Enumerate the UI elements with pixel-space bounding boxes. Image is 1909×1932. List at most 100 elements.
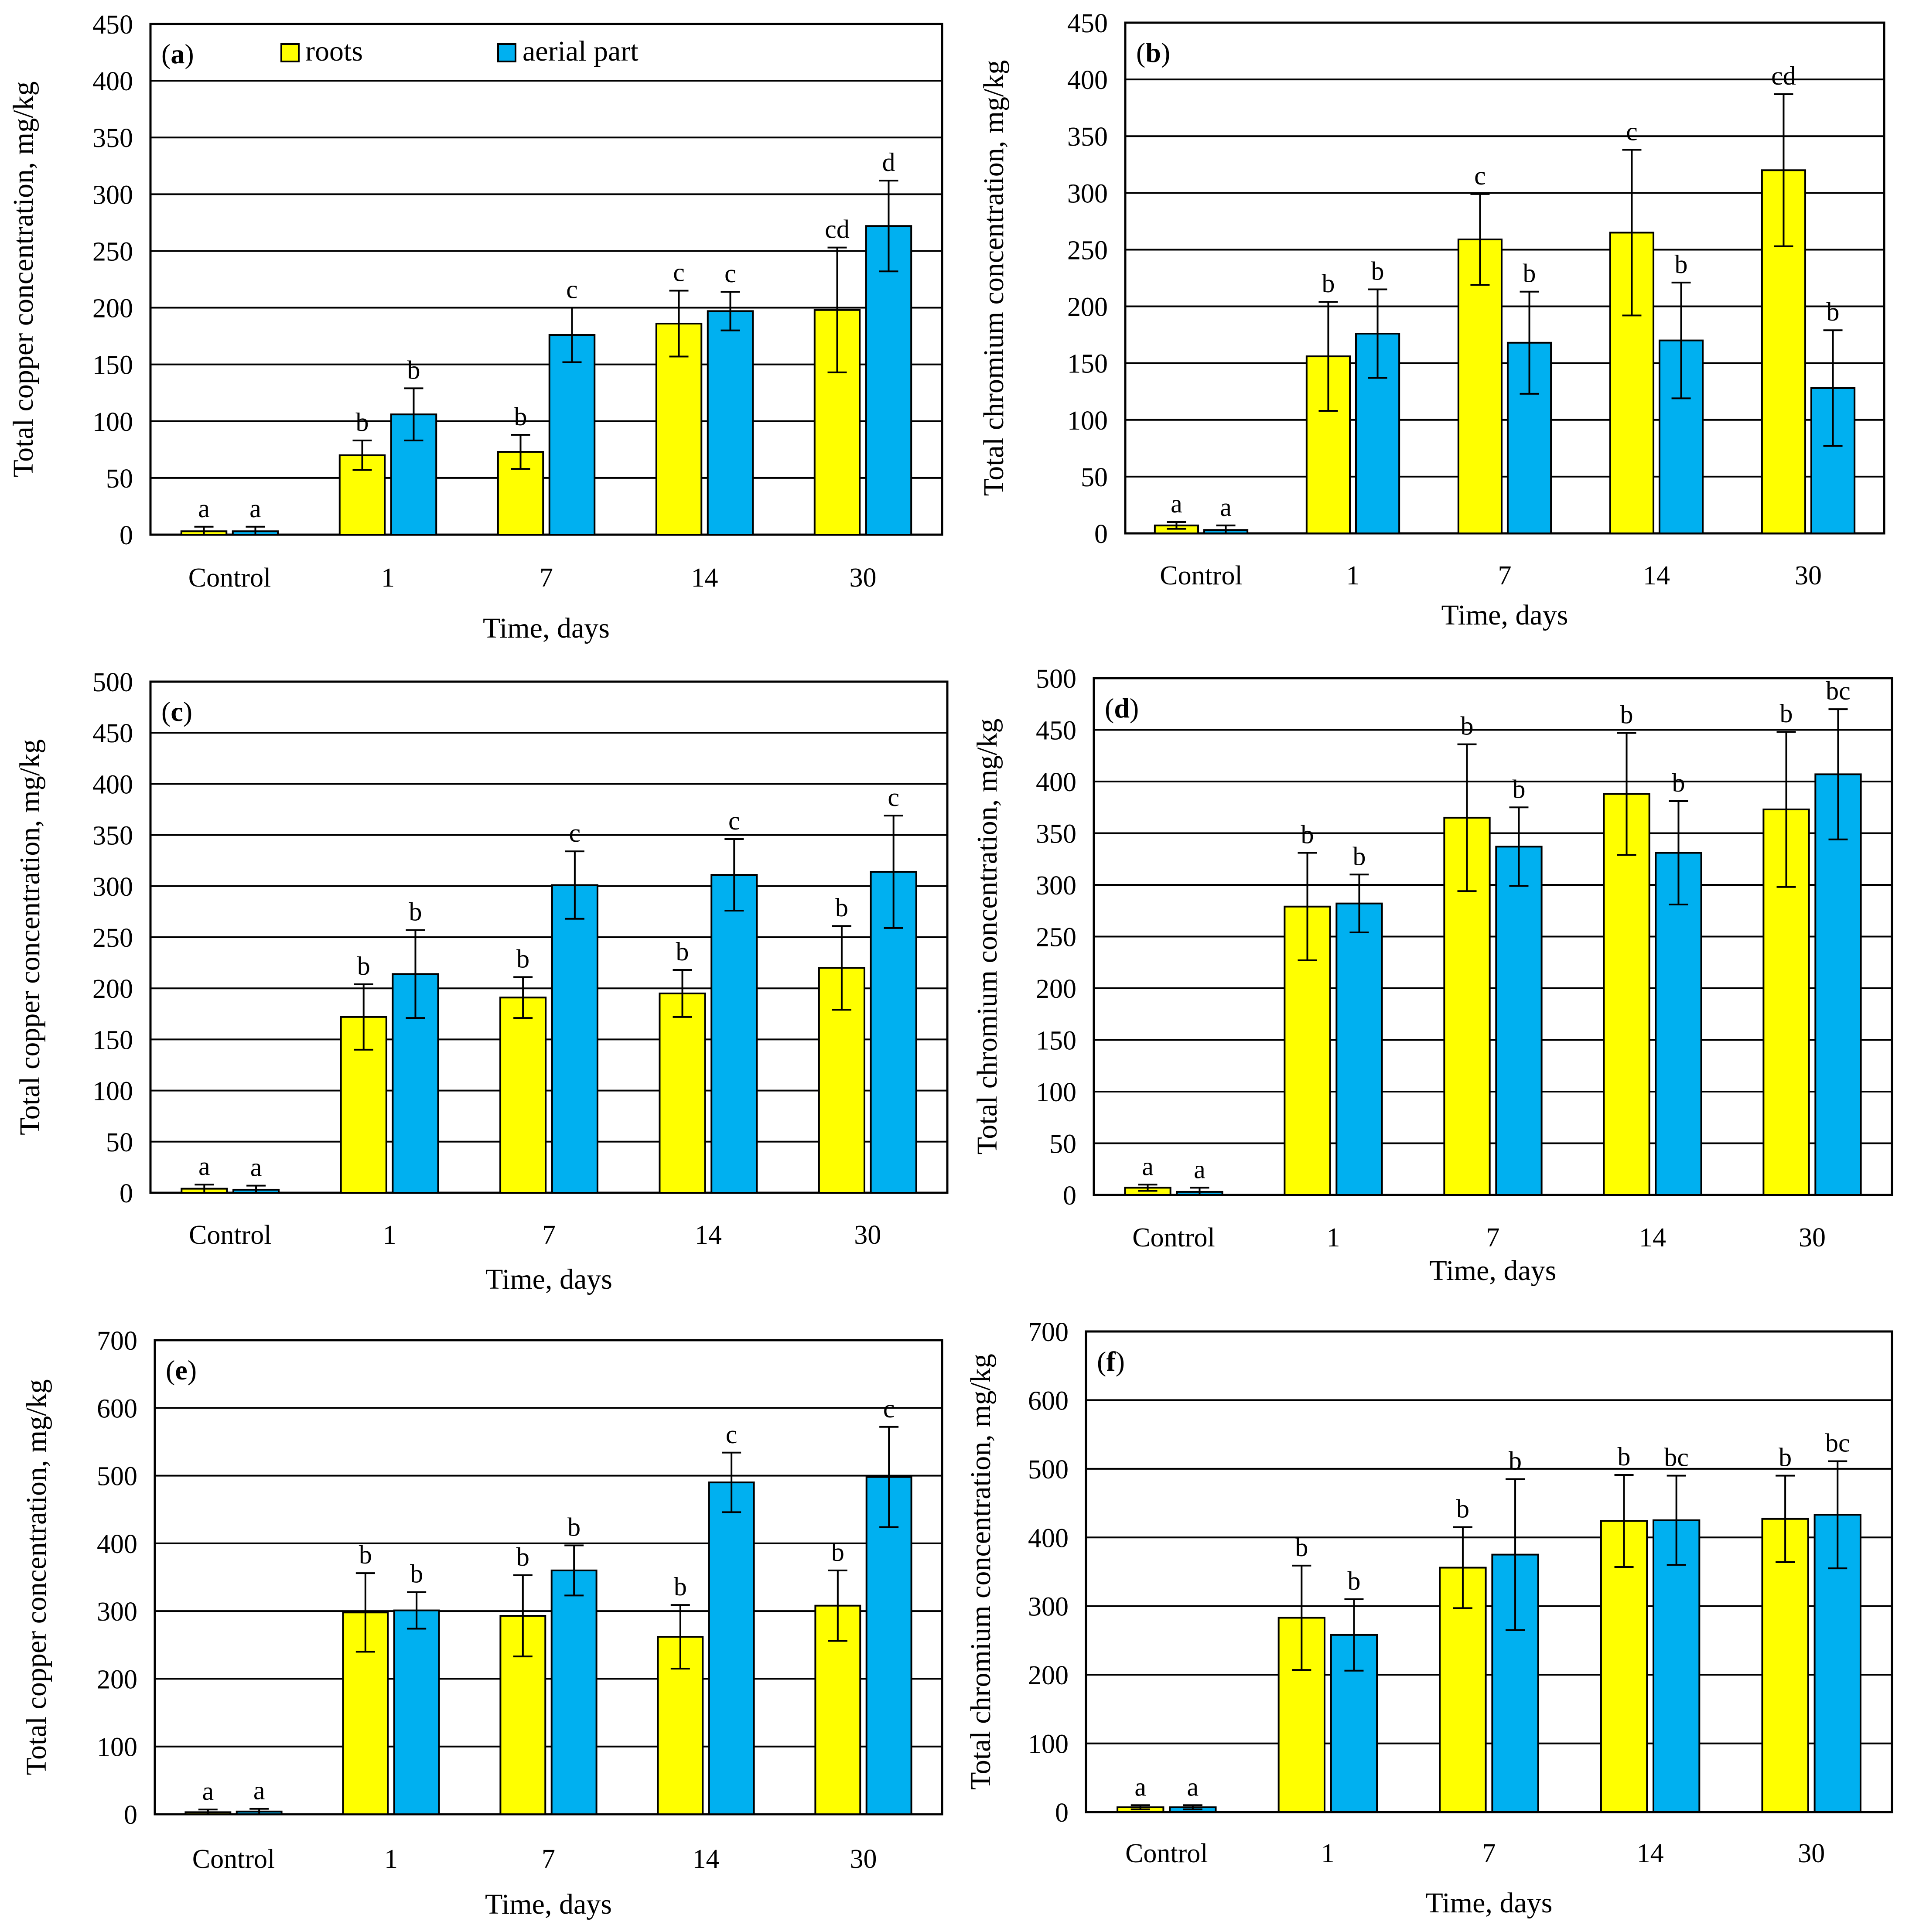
x-tick-label: 1 bbox=[383, 1220, 396, 1250]
plot-frame bbox=[1085, 1330, 1893, 1813]
y-tick-label: 150 bbox=[92, 351, 133, 380]
y-tick-label: 700 bbox=[97, 1326, 137, 1356]
legend-label-aerial: aerial part bbox=[522, 35, 639, 67]
y-tick-label: 0 bbox=[120, 1179, 133, 1208]
x-tick-label: Control bbox=[188, 563, 271, 593]
significance-letter: b bbox=[409, 898, 422, 926]
significance-letter: c bbox=[726, 1420, 738, 1449]
bar-aerial-1 bbox=[1335, 902, 1383, 1196]
y-tick-label: 100 bbox=[1028, 1730, 1069, 1759]
significance-letter: a bbox=[1194, 1155, 1206, 1184]
legend-swatch-aerial bbox=[497, 43, 516, 62]
y-tick-label: 200 bbox=[1067, 293, 1108, 322]
y-tick-label: 300 bbox=[92, 872, 133, 902]
y-tick-label: 300 bbox=[1067, 179, 1108, 208]
y-tick-label: 100 bbox=[1036, 1078, 1076, 1107]
y-tick-label: 400 bbox=[1067, 65, 1108, 95]
y-tick-label: 400 bbox=[92, 67, 133, 96]
significance-letter: c bbox=[728, 806, 740, 835]
y-tick-label: 200 bbox=[97, 1665, 137, 1694]
y-tick-label: 350 bbox=[1067, 122, 1108, 152]
y-tick-label: 450 bbox=[92, 719, 133, 748]
y-tick-label: 200 bbox=[1028, 1661, 1069, 1690]
x-tick-label: 30 bbox=[850, 1844, 877, 1874]
y-tick-label: 100 bbox=[92, 1077, 133, 1106]
plot-frame bbox=[1093, 677, 1893, 1196]
significance-letter: b bbox=[676, 937, 689, 966]
significance-letter: b bbox=[516, 944, 529, 973]
x-tick-label: Control bbox=[192, 1844, 275, 1874]
y-tick-label: 50 bbox=[1049, 1130, 1076, 1159]
y-tick-label: 300 bbox=[92, 180, 133, 210]
significance-letter: cd bbox=[825, 215, 850, 244]
x-tick-label: 7 bbox=[540, 563, 553, 593]
x-tick-label: 30 bbox=[1795, 561, 1822, 591]
significance-letter: c bbox=[1626, 117, 1638, 146]
y-tick-label: 400 bbox=[1028, 1523, 1069, 1553]
x-tick-label: 30 bbox=[854, 1220, 881, 1250]
plot-frame bbox=[149, 23, 943, 536]
y-tick-label: 200 bbox=[92, 974, 133, 1004]
x-axis-label: Time, days bbox=[483, 612, 610, 644]
x-tick-label: 1 bbox=[1321, 1839, 1335, 1868]
x-axis-label: Time, days bbox=[485, 1263, 612, 1295]
x-tick-label: 1 bbox=[384, 1844, 398, 1874]
y-tick-label: 500 bbox=[92, 668, 133, 697]
y-tick-label: 450 bbox=[1067, 9, 1108, 38]
significance-letter: a bbox=[1187, 1772, 1199, 1801]
legend: roots aerial part bbox=[280, 35, 639, 67]
y-tick-label: 50 bbox=[106, 1128, 133, 1157]
bar-roots-14 bbox=[1603, 793, 1650, 1196]
y-tick-label: 200 bbox=[92, 294, 133, 324]
significance-letter: a bbox=[1142, 1152, 1154, 1181]
bar-aerial-14 bbox=[1652, 1519, 1701, 1813]
x-tick-label: 1 bbox=[1327, 1223, 1340, 1253]
y-axis-label: Total copper concentration, mg/kg bbox=[14, 739, 46, 1135]
bar-aerial-7 bbox=[550, 1569, 598, 1815]
x-tick-label: 7 bbox=[1486, 1223, 1500, 1253]
significance-letter: b bbox=[357, 952, 370, 980]
y-tick-label: 300 bbox=[1036, 871, 1076, 901]
y-tick-label: 600 bbox=[97, 1394, 137, 1423]
significance-letter: b bbox=[1461, 712, 1474, 741]
x-tick-label: 14 bbox=[695, 1220, 722, 1250]
y-tick-label: 0 bbox=[124, 1800, 137, 1830]
legend-swatch-roots bbox=[280, 43, 300, 62]
x-tick-label: 1 bbox=[381, 563, 395, 593]
significance-letter: c bbox=[883, 1394, 895, 1423]
x-tick-label: 14 bbox=[693, 1844, 720, 1874]
x-tick-label: 7 bbox=[1498, 561, 1512, 591]
x-tick-label: 7 bbox=[542, 1220, 556, 1250]
significance-letter: b bbox=[1322, 269, 1335, 298]
y-tick-label: 250 bbox=[1067, 236, 1108, 265]
y-tick-label: 350 bbox=[92, 123, 133, 153]
significance-letter: b bbox=[1827, 297, 1840, 326]
x-axis-label: Time, days bbox=[1441, 599, 1568, 631]
panel-label: (c) bbox=[161, 696, 192, 727]
y-tick-label: 0 bbox=[120, 521, 133, 550]
bar-roots-7 bbox=[499, 997, 547, 1194]
y-tick-label: 100 bbox=[92, 407, 133, 437]
y-tick-label: 250 bbox=[92, 237, 133, 266]
significance-letter: a bbox=[198, 1152, 210, 1181]
y-axis-label: Total chromium concentration, mg/kg bbox=[978, 60, 1010, 496]
bar-aerial-30 bbox=[865, 1476, 912, 1816]
significance-letter: b bbox=[1672, 768, 1685, 797]
y-tick-label: 300 bbox=[1028, 1592, 1069, 1622]
significance-letter: c bbox=[673, 258, 685, 287]
panel-label: (b) bbox=[1136, 37, 1170, 68]
significance-letter: a bbox=[198, 494, 210, 523]
bar-roots-7 bbox=[1457, 239, 1503, 534]
x-tick-label: 30 bbox=[850, 563, 877, 593]
x-tick-label: 14 bbox=[1643, 561, 1670, 591]
y-tick-label: 450 bbox=[92, 10, 133, 40]
y-tick-label: 250 bbox=[1036, 923, 1076, 952]
y-tick-label: 250 bbox=[92, 923, 133, 953]
x-tick-label: 1 bbox=[1346, 561, 1360, 591]
y-tick-label: 0 bbox=[1063, 1181, 1076, 1211]
y-tick-label: 200 bbox=[1036, 974, 1076, 1004]
significance-letter: a bbox=[202, 1777, 214, 1806]
significance-letter: a bbox=[1171, 489, 1182, 518]
significance-letter: bc bbox=[1826, 676, 1851, 705]
